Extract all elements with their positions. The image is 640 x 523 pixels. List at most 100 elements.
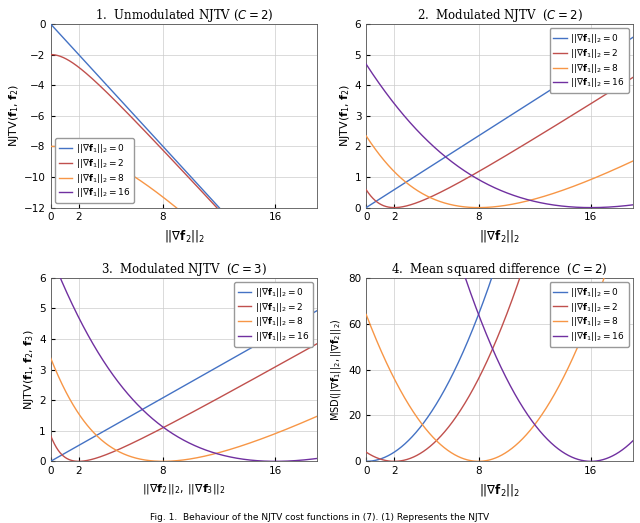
$||\nabla \mathbf{f}_1||_2 = 8$ (257, 436, 265, 442)
$||\nabla \mathbf{f}_1||_2 = 2$ (47, 51, 54, 58)
$||\nabla \mathbf{f}_1||_2 = 8$ (306, 416, 314, 423)
$||\nabla \mathbf{f}_1||_2 = 8$ (362, 133, 370, 139)
$||\nabla \mathbf{f}_1||_2 = 8$ (362, 311, 370, 317)
Y-axis label: NJTV($\mathbf{f}_1$, $\mathbf{f}_2$, $\mathbf{f}_3$): NJTV($\mathbf{f}_1$, $\mathbf{f}_2$, $\m… (22, 329, 36, 410)
Title: 2.  Modulated NJTV  ($C = 2$): 2. Modulated NJTV ($C = 2$) (417, 7, 582, 24)
Legend: $||\nabla \mathbf{f}_1||_2 = 0$, $||\nabla \mathbf{f}_1||_2 = 2$, $||\nabla \mat: $||\nabla \mathbf{f}_1||_2 = 0$, $||\nab… (234, 282, 313, 347)
Title: 3.  Modulated NJTV  ($C = 3$): 3. Modulated NJTV ($C = 3$) (101, 260, 267, 278)
$||\nabla \mathbf{f}_1||_2 = 8$ (621, 162, 629, 168)
$||\nabla \mathbf{f}_1||_2 = 2$ (170, 158, 177, 164)
$||\nabla \mathbf{f}_1||_2 = 16$ (629, 202, 637, 208)
$||\nabla \mathbf{f}_1||_2 = 0$ (376, 456, 383, 462)
$||\nabla \mathbf{f}_1||_2 = 8$ (621, 207, 629, 213)
$||\nabla \mathbf{f}_1||_2 = 2$ (177, 415, 184, 422)
$||\nabla \mathbf{f}_1||_2 = 16$ (376, 81, 383, 87)
Line: $||\nabla \mathbf{f}_1||_2 = 0$: $||\nabla \mathbf{f}_1||_2 = 0$ (366, 0, 633, 461)
$||\nabla \mathbf{f}_1||_2 = 16$ (47, 266, 54, 272)
$||\nabla \mathbf{f}_1||_2 = 8$ (306, 328, 314, 335)
$||\nabla \mathbf{f}_1||_2 = 16$ (485, 337, 493, 343)
$||\nabla \mathbf{f}_1||_2 = 16$ (306, 394, 314, 401)
$||\nabla \mathbf{f}_1||_2 = 2$ (257, 372, 265, 378)
$||\nabla \mathbf{f}_1||_2 = 2$ (314, 313, 321, 320)
$||\nabla \mathbf{f}_1||_2 = 8$ (376, 152, 383, 158)
$||\nabla \mathbf{f}_1||_2 = 8$ (177, 457, 184, 463)
$||\nabla \mathbf{f}_1||_2 = 16$ (257, 356, 264, 362)
Y-axis label: NJTV($\mathbf{f}_1$, $\mathbf{f}_2$): NJTV($\mathbf{f}_1$, $\mathbf{f}_2$) (7, 84, 21, 147)
$||\nabla \mathbf{f}_1||_2 = 2$ (492, 337, 500, 344)
$||\nabla \mathbf{f}_1||_2 = 8$ (621, 208, 629, 214)
$||\nabla \mathbf{f}_1||_2 = 8$ (573, 182, 580, 188)
X-axis label: $||\nabla \mathbf{f}_2||_2$: $||\nabla \mathbf{f}_2||_2$ (479, 228, 520, 244)
$||\nabla \mathbf{f}_1||_2 = 0$ (306, 303, 314, 309)
$||\nabla \mathbf{f}_1||_2 = 8$ (376, 345, 383, 351)
$||\nabla \mathbf{f}_1||_2 = 8$ (170, 458, 177, 464)
$||\nabla \mathbf{f}_1||_2 = 2$ (621, 79, 629, 85)
$||\nabla \mathbf{f}_1||_2 = 16$ (170, 300, 177, 306)
$||\nabla \mathbf{f}_1||_2 = 16$ (492, 185, 500, 191)
$||\nabla \mathbf{f}_1||_2 = 8$ (170, 202, 177, 208)
$||\nabla \mathbf{f}_1||_2 = 0$ (572, 70, 580, 76)
$||\nabla \mathbf{f}_1||_2 = 0$ (485, 126, 493, 132)
Line: $||\nabla \mathbf{f}_1||_2 = 0$: $||\nabla \mathbf{f}_1||_2 = 0$ (366, 37, 633, 208)
$||\nabla \mathbf{f}_1||_2 = 2$ (492, 158, 500, 165)
$||\nabla \mathbf{f}_1||_2 = 16$ (621, 445, 629, 451)
$||\nabla \mathbf{f}_1||_2 = 16$ (60, 266, 68, 272)
$||\nabla \mathbf{f}_1||_2 = 16$ (362, 61, 370, 67)
Line: $||\nabla \mathbf{f}_1||_2 = 0$: $||\nabla \mathbf{f}_1||_2 = 0$ (51, 24, 317, 315)
$||\nabla \mathbf{f}_1||_2 = 8$ (314, 413, 321, 419)
Line: $||\nabla \mathbf{f}_1||_2 = 8$: $||\nabla \mathbf{f}_1||_2 = 8$ (51, 358, 317, 461)
X-axis label: $||\nabla \mathbf{f}_2||_2$: $||\nabla \mathbf{f}_2||_2$ (479, 482, 520, 498)
$||\nabla \mathbf{f}_1||_2 = 2$ (621, 79, 629, 85)
$||\nabla \mathbf{f}_1||_2 = 2$ (376, 201, 383, 207)
$||\nabla \mathbf{f}_1||_2 = 2$ (257, 252, 264, 258)
Legend: $||\nabla \mathbf{f}_1||_2 = 0$, $||\nabla \mathbf{f}_1||_2 = 2$, $||\nabla \mat: $||\nabla \mathbf{f}_1||_2 = 0$, $||\nab… (550, 28, 628, 93)
$||\nabla \mathbf{f}_1||_2 = 2$ (390, 204, 398, 211)
$||\nabla \mathbf{f}_1||_2 = 8$ (492, 454, 500, 461)
$||\nabla \mathbf{f}_1||_2 = 2$ (573, 72, 580, 78)
$||\nabla \mathbf{f}_1||_2 = 8$ (492, 203, 500, 210)
$||\nabla \mathbf{f}_1||_2 = 0$ (60, 36, 68, 42)
$||\nabla \mathbf{f}_1||_2 = 2$ (629, 74, 637, 81)
$||\nabla \mathbf{f}_1||_2 = 2$ (573, 109, 580, 116)
X-axis label: $||\nabla \mathbf{f}_2||_2$, $||\nabla \mathbf{f}_3||_2$: $||\nabla \mathbf{f}_2||_2$, $||\nabla \… (142, 482, 226, 496)
$||\nabla \mathbf{f}_1||_2 = 16$ (485, 182, 493, 188)
$||\nabla \mathbf{f}_1||_2 = 16$ (572, 204, 580, 210)
$||\nabla \mathbf{f}_1||_2 = 16$ (47, 251, 54, 257)
$||\nabla \mathbf{f}_1||_2 = 0$ (257, 339, 264, 346)
$||\nabla \mathbf{f}_1||_2 = 8$ (47, 143, 54, 150)
$||\nabla \mathbf{f}_1||_2 = 0$ (306, 312, 314, 318)
Legend: $||\nabla \mathbf{f}_1||_2 = 0$, $||\nabla \mathbf{f}_1||_2 = 2$, $||\nabla \mat: $||\nabla \mathbf{f}_1||_2 = 0$, $||\nab… (55, 139, 134, 203)
$||\nabla \mathbf{f}_1||_2 = 2$ (306, 345, 314, 351)
$||\nabla \mathbf{f}_1||_2 = 0$ (47, 21, 54, 27)
$||\nabla \mathbf{f}_1||_2 = 8$ (485, 204, 493, 210)
$||\nabla \mathbf{f}_1||_2 = 2$ (306, 345, 314, 351)
$||\nabla \mathbf{f}_1||_2 = 0$ (629, 34, 637, 40)
Legend: $||\nabla \mathbf{f}_1||_2 = 0$, $||\nabla \mathbf{f}_1||_2 = 2$, $||\nabla \mat: $||\nabla \mathbf{f}_1||_2 = 0$, $||\nab… (550, 282, 628, 347)
$||\nabla \mathbf{f}_1||_2 = 0$ (492, 262, 500, 268)
Y-axis label: NJTV($\mathbf{f}_1$, $\mathbf{f}_2$): NJTV($\mathbf{f}_1$, $\mathbf{f}_2$) (338, 84, 352, 147)
$||\nabla \mathbf{f}_1||_2 = 16$ (314, 401, 321, 407)
$||\nabla \mathbf{f}_1||_2 = 8$ (314, 336, 321, 343)
$||\nabla \mathbf{f}_1||_2 = 2$ (75, 458, 83, 464)
$||\nabla \mathbf{f}_1||_2 = 0$ (257, 250, 264, 256)
Line: $||\nabla \mathbf{f}_1||_2 = 16$: $||\nabla \mathbf{f}_1||_2 = 16$ (366, 0, 633, 461)
$||\nabla \mathbf{f}_1||_2 = 2$ (306, 305, 314, 311)
Line: $||\nabla \mathbf{f}_1||_2 = 2$: $||\nabla \mathbf{f}_1||_2 = 2$ (366, 0, 633, 461)
$||\nabla \mathbf{f}_1||_2 = 16$ (170, 431, 177, 437)
Line: $||\nabla \mathbf{f}_1||_2 = 2$: $||\nabla \mathbf{f}_1||_2 = 2$ (366, 77, 633, 208)
$||\nabla \mathbf{f}_1||_2 = 8$ (629, 180, 637, 187)
$||\nabla \mathbf{f}_1||_2 = 8$ (60, 385, 68, 392)
$||\nabla \mathbf{f}_1||_2 = 8$ (159, 458, 167, 464)
Line: $||\nabla \mathbf{f}_1||_2 = 16$: $||\nabla \mathbf{f}_1||_2 = 16$ (366, 64, 633, 208)
$||\nabla \mathbf{f}_1||_2 = 2$ (177, 165, 184, 172)
$||\nabla \mathbf{f}_1||_2 = 2$ (60, 55, 68, 61)
Text: Fig. 1.  Behaviour of the NJTV cost functions in (7). (1) Represents the NJTV: Fig. 1. Behaviour of the NJTV cost funct… (150, 514, 490, 522)
$||\nabla \mathbf{f}_1||_2 = 2$ (390, 458, 398, 464)
$||\nabla \mathbf{f}_1||_2 = 2$ (314, 340, 321, 347)
$||\nabla \mathbf{f}_1||_2 = 16$ (257, 458, 264, 464)
$||\nabla \mathbf{f}_1||_2 = 16$ (177, 303, 184, 310)
$||\nabla \mathbf{f}_1||_2 = 0$ (362, 458, 370, 464)
Line: $||\nabla \mathbf{f}_1||_2 = 8$: $||\nabla \mathbf{f}_1||_2 = 8$ (366, 136, 633, 208)
$||\nabla \mathbf{f}_1||_2 = 0$ (621, 39, 629, 46)
$||\nabla \mathbf{f}_1||_2 = 16$ (314, 455, 321, 461)
